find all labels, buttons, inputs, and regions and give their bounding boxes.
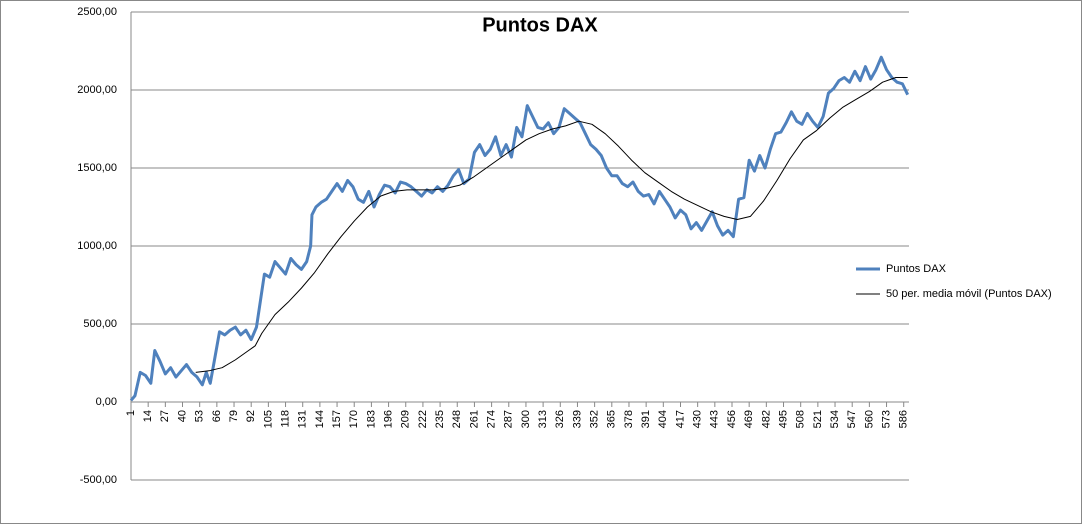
x-tick-label: 469 (743, 410, 755, 428)
x-tick-label: 92 (245, 410, 257, 422)
legend-label: 50 per. media móvil (Puntos DAX) (886, 288, 1052, 300)
x-tick-label: 521 (812, 410, 824, 428)
x-tick-label: 40 (176, 410, 188, 422)
x-tick-label: 53 (194, 410, 206, 422)
x-tick-label: 131 (297, 410, 309, 428)
y-tick-label: 1500,00 (77, 162, 117, 174)
x-tick-label: 482 (760, 410, 772, 428)
x-tick-label: 326 (554, 410, 566, 428)
series-line (129, 55, 910, 402)
x-tick-label: 443 (709, 410, 721, 428)
y-tick-label: -500,00 (80, 474, 117, 486)
x-tick-label: 183 (365, 410, 377, 428)
x-tick-label: 1 (125, 410, 137, 416)
legend-label: Puntos DAX (886, 263, 947, 275)
x-tick-label: 352 (589, 410, 601, 428)
x-tick-label: 170 (348, 410, 360, 428)
x-tick-label: 430 (692, 410, 704, 428)
x-tick-label: 79 (228, 410, 240, 422)
x-tick-label: 196 (382, 410, 394, 428)
x-tick-label: 157 (331, 410, 343, 428)
x-tick-label: 508 (795, 410, 807, 428)
x-tick-label: 365 (606, 410, 618, 428)
x-tick-label: 560 (863, 410, 875, 428)
x-tick-label: 144 (314, 410, 326, 428)
x-tick-label: 573 (880, 410, 892, 428)
x-tick-label: 586 (898, 410, 910, 428)
x-tick-label: 534 (829, 410, 841, 428)
y-tick-label: 2500,00 (77, 6, 117, 18)
x-tick-label: 66 (211, 410, 223, 422)
x-tick-label: 339 (571, 410, 583, 428)
y-tick-label: 1000,00 (77, 240, 117, 252)
x-tick-label: 222 (417, 410, 429, 428)
x-tick-label: 27 (159, 410, 171, 422)
x-tick-label: 209 (400, 410, 412, 428)
x-tick-label: 404 (657, 410, 669, 428)
y-tick-label: 2000,00 (77, 84, 117, 96)
x-tick-label: 495 (777, 410, 789, 428)
x-tick-label: 14 (142, 410, 154, 422)
x-tick-label: 248 (451, 410, 463, 428)
x-tick-label: 274 (486, 410, 498, 428)
y-tick-label: 500,00 (83, 318, 117, 330)
x-tick-label: 417 (674, 410, 686, 428)
x-tick-label: 235 (434, 410, 446, 428)
x-tick-label: 118 (279, 410, 291, 428)
x-tick-label: 547 (846, 410, 858, 428)
x-tick-label: 313 (537, 410, 549, 428)
chart-title: Puntos DAX (482, 14, 598, 36)
x-tick-label: 300 (520, 410, 532, 428)
series-line (195, 77, 908, 373)
x-tick-label: 287 (503, 410, 515, 428)
x-tick-label: 456 (726, 410, 738, 428)
x-tick-label: 391 (640, 410, 652, 428)
x-tick-label: 378 (623, 410, 635, 428)
x-tick-label: 105 (262, 410, 274, 428)
x-tick-label: 261 (468, 410, 480, 428)
y-tick-label: 0,00 (96, 396, 117, 408)
